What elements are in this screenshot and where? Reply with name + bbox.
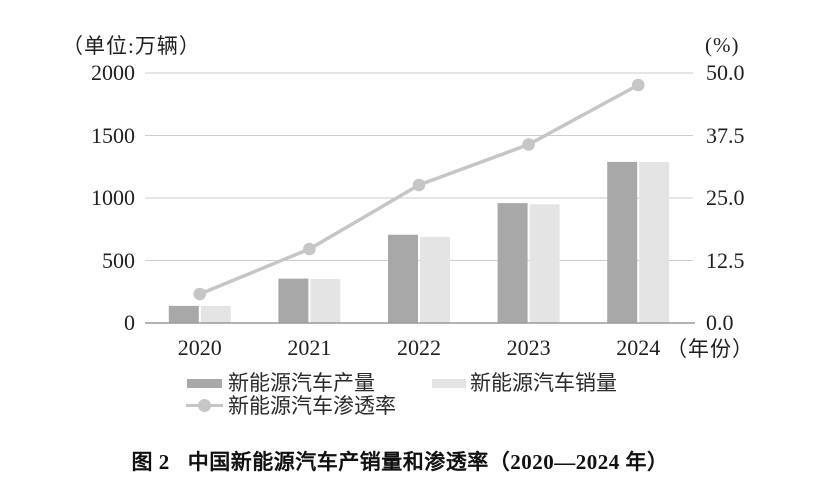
left-axis-unit-label: （单位:万辆） <box>62 34 201 58</box>
legend-swatch-sales <box>432 379 466 388</box>
x-axis-category: 2021 <box>287 335 332 360</box>
legend-label-production: 新能源汽车产量 <box>228 371 375 395</box>
bar-sales <box>639 162 670 323</box>
figure-caption-title: 中国新能源汽车产销量和渗透率（2020—2024 年） <box>187 450 669 474</box>
left-axis-tick: 1000 <box>91 185 135 210</box>
penetration-point <box>522 138 535 151</box>
bar-production <box>388 234 418 323</box>
legend-swatch-production <box>187 379 222 388</box>
x-axis-category: 2023 <box>506 335 551 360</box>
bar-production <box>278 278 309 323</box>
right-axis-tick: 50.0 <box>706 60 745 85</box>
left-axis-tick: 2000 <box>91 60 135 85</box>
penetration-point <box>303 242 316 256</box>
bar-production <box>607 161 638 323</box>
right-axis-tick: 37.5 <box>706 122 745 148</box>
bar-production <box>497 203 528 323</box>
x-axis-category: 2024 <box>616 335 661 360</box>
legend-label-penetration: 新能源汽车渗透率 <box>228 394 396 418</box>
left-axis-tick: 0 <box>124 310 135 335</box>
x-axis-category: 2022 <box>397 335 441 360</box>
x-axis-year-suffix: （年份） <box>666 337 754 361</box>
bar-sales <box>420 236 450 323</box>
penetration-point <box>193 287 207 301</box>
legend-label-sales: 新能源汽车销量 <box>470 371 617 395</box>
bar-sales <box>529 204 560 323</box>
right-axis-tick: 25.0 <box>706 185 745 210</box>
right-axis-tick: 0.0 <box>706 310 734 335</box>
figure-caption-number: 图 2 <box>131 450 170 474</box>
right-axis-tick: 12.5 <box>706 247 745 273</box>
x-axis-category: 2020 <box>177 335 222 360</box>
right-axis-unit-label: (%) <box>705 33 740 57</box>
penetration-point <box>412 178 426 192</box>
left-axis-tick: 500 <box>102 247 135 273</box>
bar-sales <box>200 305 231 323</box>
penetration-point <box>631 78 645 92</box>
legend-dot-penetration-icon <box>198 399 211 412</box>
left-axis-tick: 1500 <box>91 122 135 148</box>
figure-caption: 图 2 中国新能源汽车产销量和渗透率（2020—2024 年） <box>0 446 800 476</box>
bar-sales <box>310 279 341 323</box>
bar-production <box>168 305 199 323</box>
